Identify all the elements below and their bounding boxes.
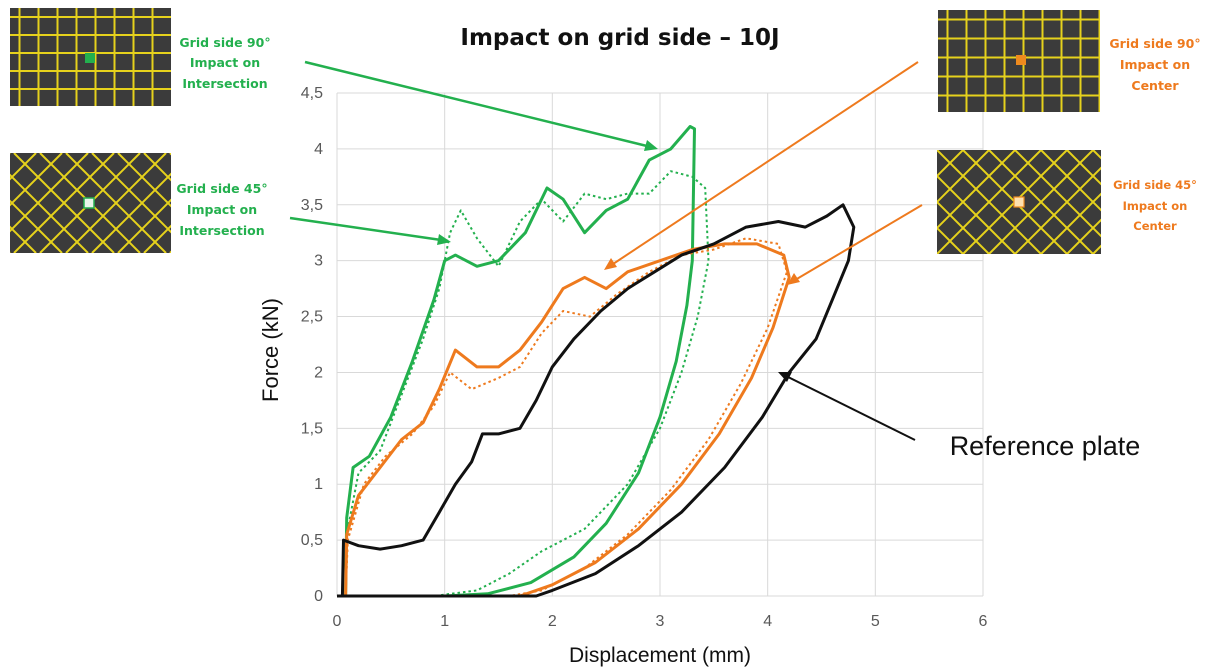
inset-grid-90-intersection [10,8,171,106]
series-line-orange-solid [337,242,791,598]
y-tick-label: 2,5 [301,309,323,326]
svg-text:Impact on: Impact on [187,202,257,217]
arrowhead-icon [778,372,792,382]
svg-text:Grid side 45°: Grid side 45° [1113,178,1197,192]
svg-text:Impact on: Impact on [1120,57,1190,72]
series-line-green-solid [337,125,696,598]
x-tick-label: 6 [979,613,988,630]
impact-marker-icon [1016,55,1026,65]
annotation-grid-90-intersection: Grid side 90° Impact on Intersection [179,35,270,91]
inset-grid-90-center [938,10,1100,112]
x-tick-label: 2 [548,613,557,630]
y-tick-label: 3 [314,253,323,270]
chart-title: Impact on grid side – 10J [460,25,779,51]
inset-grid-45-center [937,150,1101,254]
impact-marker-icon [83,197,95,209]
x-tick-label: 1 [440,613,449,630]
annotation-arrows [289,60,923,441]
arrowhead-icon [644,140,658,151]
svg-text:Intersection: Intersection [182,76,267,91]
y-tick-label: 4 [314,141,323,158]
arrow-grid-45-intersection [289,216,449,243]
x-tick-label: 3 [656,613,665,630]
arrowhead-icon [604,258,617,270]
svg-text:Impact on: Impact on [190,55,260,70]
arrow-grid-90-center [606,61,919,269]
y-tick-label: 0,5 [301,532,323,549]
series-line-black-solid [337,203,856,598]
impact-marker-icon [1013,196,1025,208]
arrow-grid-90-intersection [304,60,656,150]
arrow-reference-plate [781,373,916,441]
inset-grid-45-intersection [10,153,171,253]
x-axis-label: Displacement (mm) [569,644,751,667]
y-tick-label: 1 [314,476,323,493]
x-tick-label: 0 [333,613,342,630]
svg-text:Intersection: Intersection [179,223,264,238]
svg-text:Grid side 90°: Grid side 90° [1109,36,1200,51]
impact-marker-icon [85,53,95,63]
annotation-grid-45-center: Grid side 45° Impact on Center [1113,178,1197,233]
x-tick-label: 4 [763,613,772,630]
grid-lines [336,92,984,597]
y-tick-label: 2 [314,364,323,381]
annotation-reference-plate: Reference plate [950,431,1141,461]
arrowhead-icon [437,234,451,245]
svg-text:Impact on: Impact on [1123,199,1188,213]
y-tick-label: 1,5 [301,420,323,437]
y-axis-label: Force (kN) [258,298,283,402]
y-tick-label: 3,5 [301,197,323,214]
x-tick-labels: 0 1 2 3 4 5 6 [333,613,988,630]
arrowhead-icon [787,273,800,285]
x-tick-label: 5 [871,613,880,630]
svg-text:Grid side 90°: Grid side 90° [179,35,270,50]
y-tick-label: 4,5 [301,85,323,102]
y-tick-label: 0 [314,588,323,605]
arrow-grid-45-center [789,204,923,284]
svg-text:Grid side 45°: Grid side 45° [176,181,267,196]
annotation-grid-45-intersection: Grid side 45° Impact on Intersection [176,181,267,238]
series-line-green-dotted [337,170,710,597]
series-layer [337,125,856,598]
annotation-grid-90-center: Grid side 90° Impact on Center [1109,36,1200,93]
svg-text:Center: Center [1131,78,1179,93]
y-tick-labels: 0 0,5 1 1,5 2 2,5 3 3,5 4 4,5 [301,85,323,605]
svg-text:Center: Center [1133,219,1177,233]
